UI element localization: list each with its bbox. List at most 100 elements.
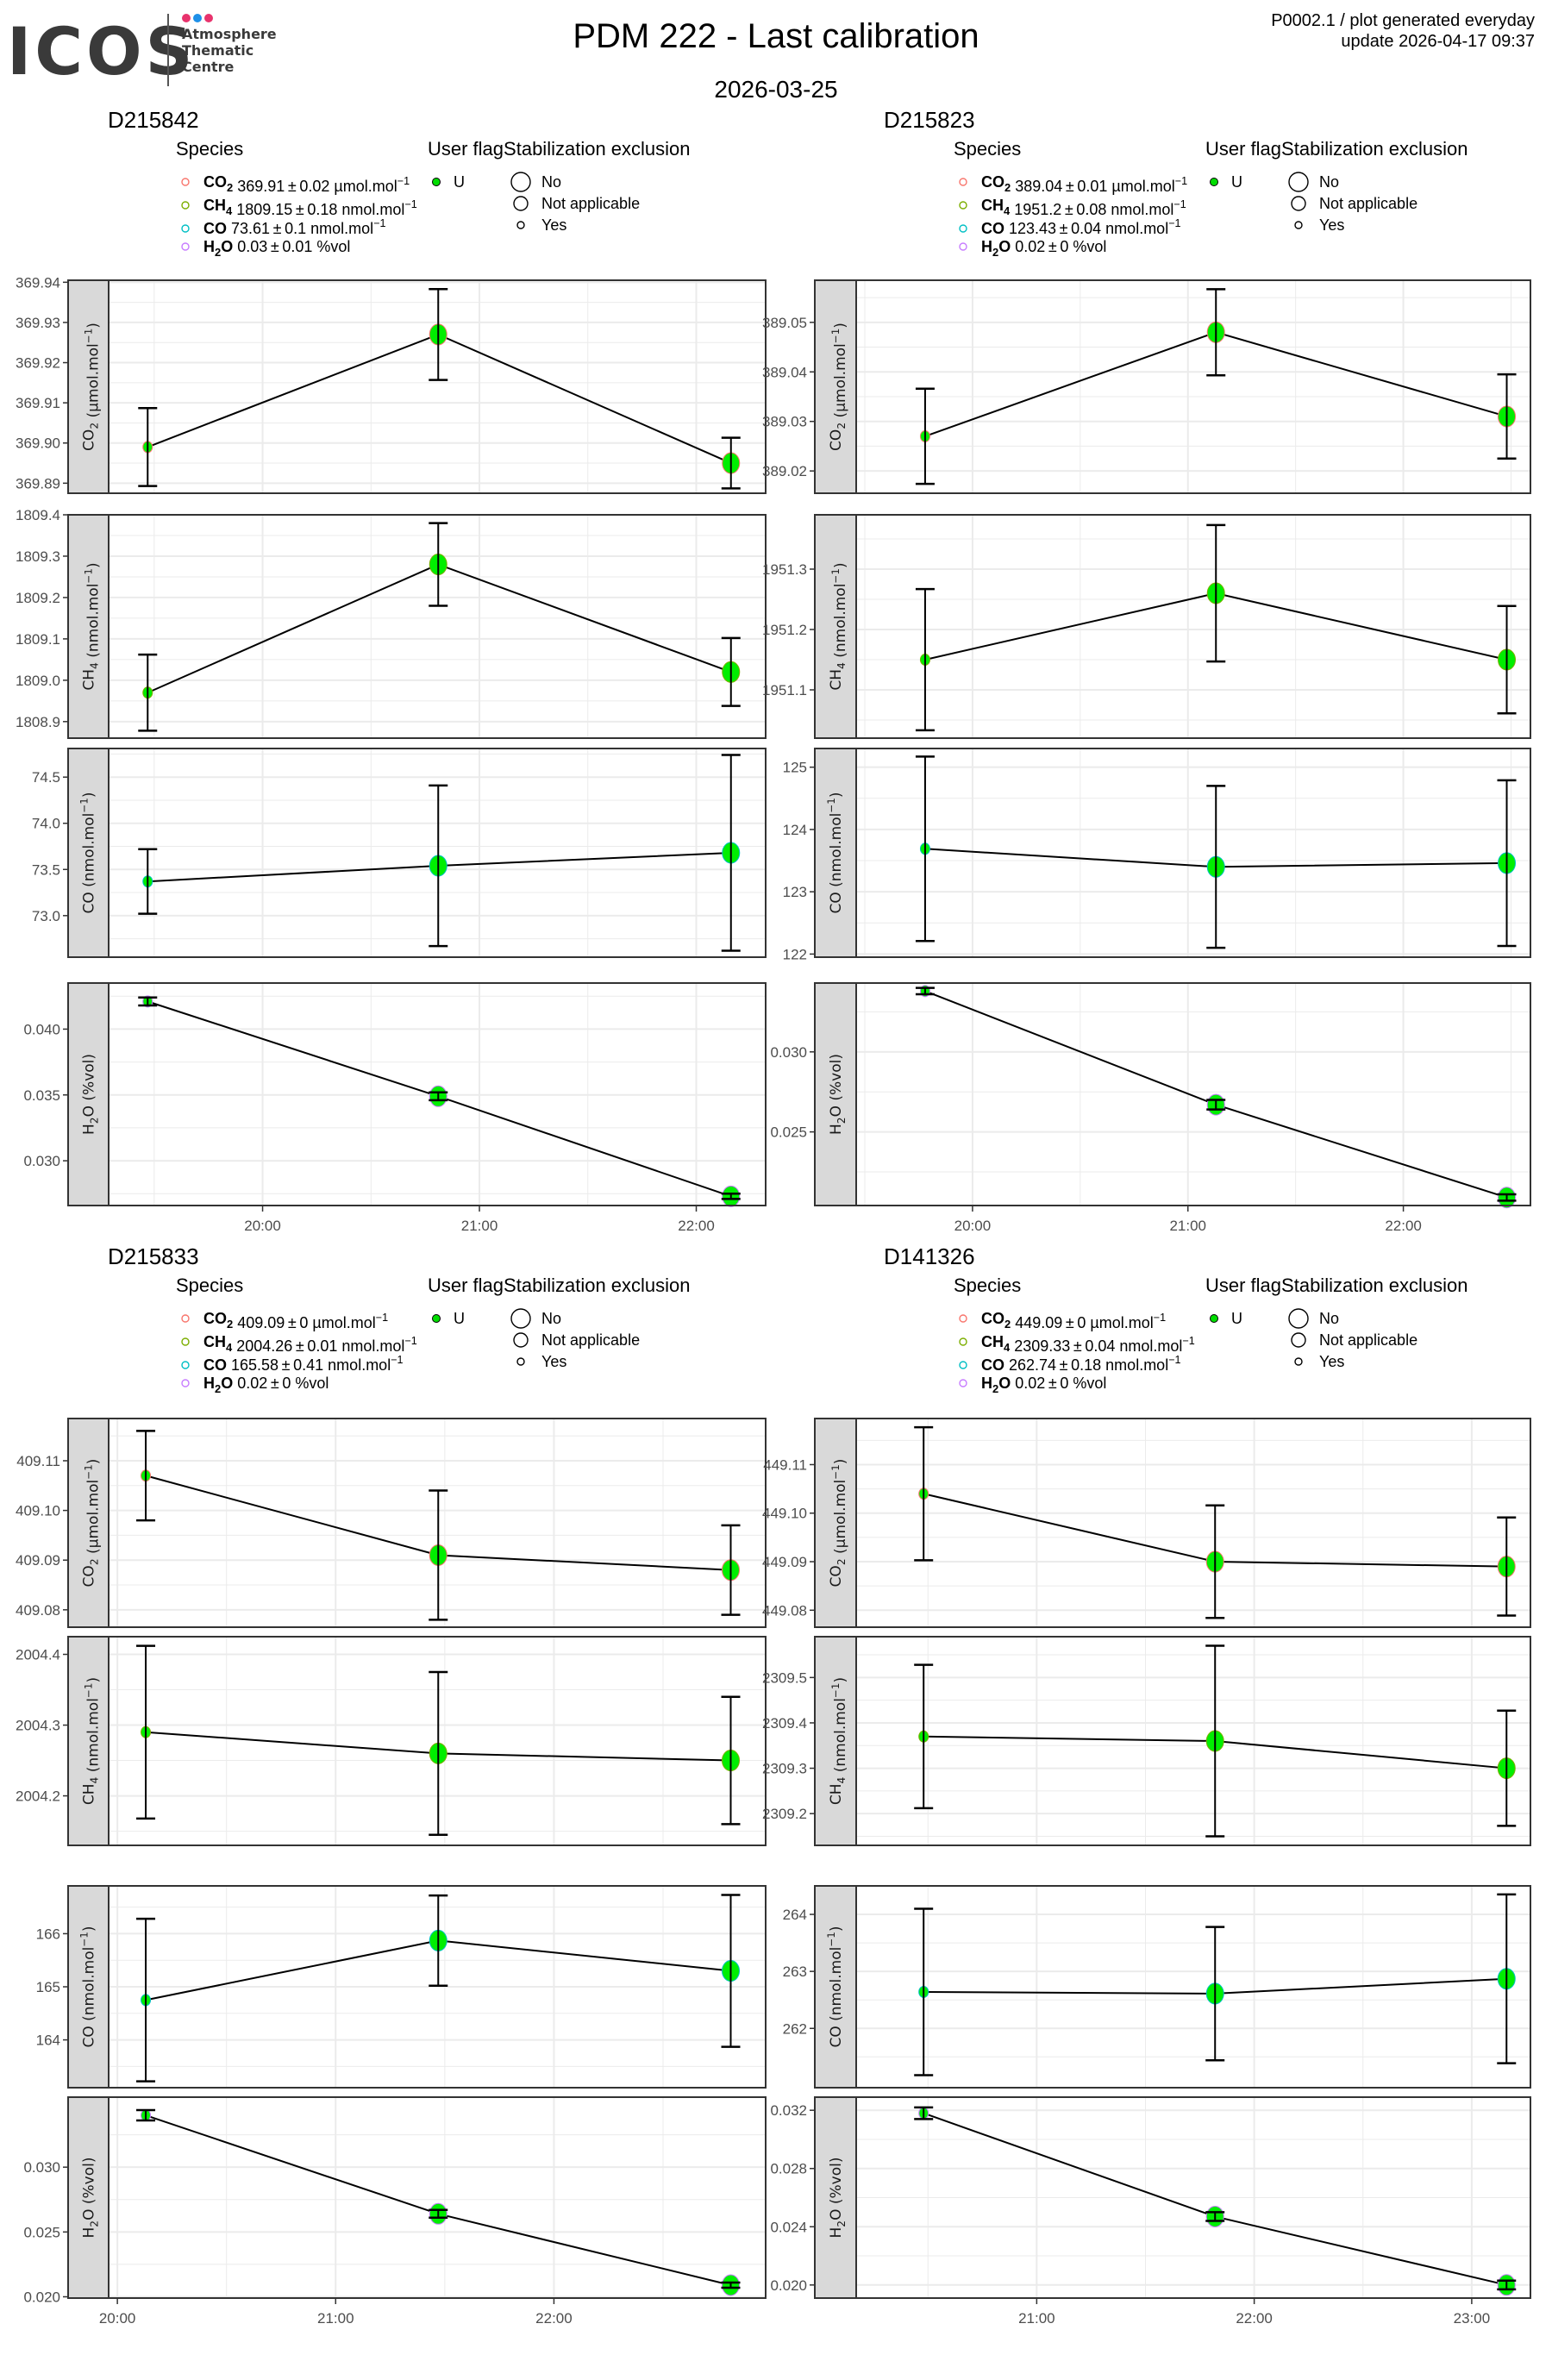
- logo-subtitle: Atmosphere Thematic Centre: [182, 26, 277, 75]
- y-label-unit: ): [85, 1459, 103, 1465]
- chart-panel: 0.020 0.024 0.028 0.032 H2O (%vol): [770, 2096, 1531, 2299]
- y-tick-label: 2004.2: [16, 1788, 60, 1805]
- legend-species-entry: CH4 2004.26 ± 0.01 nmol.mol−1: [203, 1333, 417, 1355]
- legend-species-formula-sub: 2: [215, 246, 221, 259]
- y-tick-label: 369.90: [16, 435, 60, 452]
- legend-stabilization-key-icon: [513, 1332, 529, 1348]
- y-label-formula-main: CO: [81, 1565, 98, 1587]
- y-label-formula-sub: 4: [835, 1776, 848, 1783]
- legend-species-formula-main: CO: [981, 1356, 1004, 1374]
- y-tick-label: 73.0: [32, 908, 60, 924]
- y-label-formula-sub: 2: [835, 1558, 848, 1565]
- legend-species-formula-main: CO: [981, 1310, 1004, 1327]
- legend-user-flag-label: U: [1231, 173, 1242, 191]
- y-label-unit: (µmol.mol: [832, 343, 849, 423]
- legend-stabilization-label: No: [1319, 1310, 1339, 1327]
- y-tick-label: 0.032: [770, 2102, 807, 2119]
- legend-species-entry: CH4 2309.33 ± 0.04 nmol.mol−1: [981, 1333, 1195, 1355]
- y-tick-label: 389.05: [762, 315, 807, 331]
- y-label-unit: ): [85, 1677, 103, 1683]
- chart-panel: 449.08 449.09 449.10 449.11 CO2 (µmol.mol−1): [762, 1418, 1531, 1628]
- y-tick-label: 0.025: [23, 2224, 60, 2240]
- y-label-unit: (nmol.mol: [85, 584, 103, 663]
- block-title: D215823: [884, 107, 975, 133]
- legend-species-entry: H2O 0.02 ± 0 %vol: [203, 1375, 329, 1395]
- y-tick-label: 1809.4: [16, 507, 60, 523]
- y-tick-label: 0.025: [770, 1124, 807, 1141]
- panel-border: [108, 2096, 767, 2299]
- panel-background: [856, 280, 1530, 493]
- chart-panel: 0.025 0.030 H2O (%vol): [770, 982, 1531, 1209]
- panel-border: [108, 514, 767, 739]
- panel-border: [108, 1636, 767, 1846]
- legend-species-formula-main: H: [981, 238, 992, 255]
- legend-species-formula-sub: 4: [1004, 1341, 1011, 1354]
- legend-species-key-icon: [959, 1379, 967, 1387]
- legend-stabilization-key-icon: [513, 196, 529, 211]
- legend-user-flag-title: User flag: [428, 138, 504, 160]
- legend-species-formula-sub: 2: [215, 1382, 221, 1395]
- x-tick-label: 21:00: [1018, 2310, 1055, 2327]
- legend-user-flag-title: User flag: [1205, 138, 1281, 160]
- legend-species-entry: CO2 369.91 ± 0.02 µmol.mol−1: [203, 173, 410, 195]
- legend-species-value: 409.09 ± 0 µmol.mol: [233, 1314, 376, 1331]
- legend-species-key-icon: [959, 242, 967, 251]
- legend-user-flag-label: U: [454, 1310, 465, 1327]
- panel-background: [109, 515, 766, 738]
- block-title: D215833: [108, 1243, 199, 1269]
- panel-border: [855, 514, 1531, 739]
- y-tick-label: 1809.1: [16, 631, 60, 648]
- legend-stabilization-label: Not applicable: [1319, 1331, 1417, 1349]
- legend-species-formula-main: O: [221, 238, 233, 255]
- legend-species-formula-sub: 2: [227, 1318, 233, 1331]
- y-tick-label: 2004.3: [16, 1718, 60, 1734]
- legend-species-title: Species: [954, 138, 1021, 160]
- legend-unit-exponent: −1: [1168, 217, 1180, 229]
- legend-species-value: 0.02 ± 0 %vol: [1011, 1375, 1106, 1392]
- y-label-formula-sub: 2: [835, 1117, 848, 1124]
- y-tick-label: 1809.3: [16, 548, 60, 565]
- x-tick-label: 22:00: [678, 1218, 715, 1234]
- chart-block: D141326 Species User flagStabilization exc…: [762, 1243, 1531, 2327]
- y-tick-label: 2309.3: [762, 1761, 807, 1777]
- legend-species-value: 0.02 ± 0 %vol: [1011, 238, 1106, 255]
- panel-strip: [67, 514, 110, 739]
- legend-species-value: 0.03 ± 0.01 %vol: [233, 238, 350, 255]
- legend-species-value: 73.61 ± 0.1 nmol.mol: [227, 220, 373, 237]
- y-tick-label: 449.08: [762, 1602, 807, 1619]
- legend-unit-exponent: −1: [404, 1335, 416, 1347]
- y-tick-label: 389.03: [762, 414, 807, 430]
- y-label-unit-exponent: −1: [78, 798, 91, 813]
- legend-species-key-icon: [181, 1314, 190, 1323]
- legend-stabilization-title: Stabilization exclusion: [504, 138, 690, 160]
- legend-species-formula-sub: 4: [226, 1341, 233, 1354]
- chart-block: D215833 Species User flagStabilization exc…: [16, 1243, 767, 2327]
- y-label-formula-main: CH: [828, 1783, 845, 1805]
- legend-stabilization-label: No: [541, 1310, 561, 1327]
- legend-species-formula-main: H: [203, 1375, 215, 1392]
- legend-stabilization-label: Not applicable: [541, 195, 640, 212]
- chart-panel: 2004.2 2004.3 2004.4 CH4 (nmol.mol−1): [16, 1636, 767, 1846]
- legend-species-entry: CH4 1951.2 ± 0.08 nmol.mol−1: [981, 197, 1186, 218]
- legend-stabilization-key-icon: [1288, 1308, 1309, 1329]
- chart-panel: 122 123 124 125 CO (nmol.mol−1): [783, 748, 1531, 962]
- legend-species-value: 2309.33 ± 0.04 nmol.mol: [1010, 1337, 1182, 1355]
- y-label-formula-sub: 4: [89, 1776, 101, 1783]
- legend-species-key-icon: [181, 224, 190, 233]
- legend-species-formula-main: CO: [981, 220, 1004, 237]
- y-label-unit-exponent: −1: [83, 1683, 95, 1699]
- legend-flag-title: User flagStabilization exclusion: [428, 138, 691, 160]
- y-tick-label: 166: [36, 1926, 60, 1942]
- y-label-unit: (%vol): [828, 2158, 845, 2209]
- legend-unit-exponent: −1: [1175, 175, 1187, 187]
- legend-user-flag-icon: [1210, 178, 1218, 186]
- y-label-formula-main: CO: [828, 429, 845, 451]
- panel-y-axis-label: CO2 (µmol.mol−1): [81, 323, 103, 451]
- panel-strip: [814, 1885, 857, 2089]
- panel-border: [108, 1885, 767, 2089]
- legend-stabilization-key-icon: [1288, 172, 1309, 192]
- y-tick-label: 74.0: [32, 816, 60, 832]
- legend-species-value: 1951.2 ± 0.08 nmol.mol: [1010, 201, 1173, 218]
- panel-border: [855, 2096, 1531, 2299]
